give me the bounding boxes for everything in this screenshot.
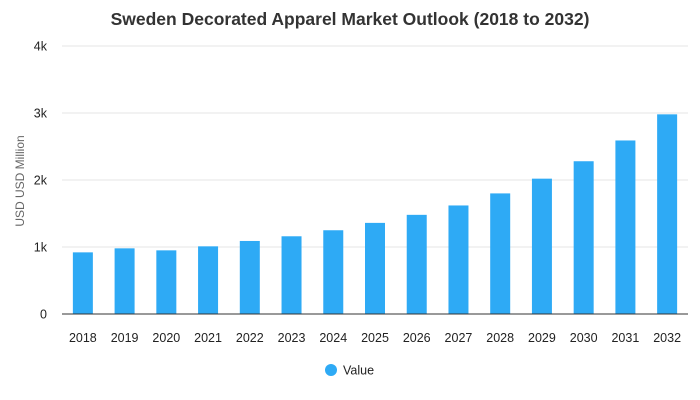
x-tick-label: 2024 xyxy=(319,331,347,345)
x-tick-label: 2028 xyxy=(486,331,514,345)
y-tick-label: 3k xyxy=(34,107,48,121)
bar-2028[interactable] xyxy=(490,193,511,314)
y-tick-label: 0 xyxy=(40,308,47,322)
bar-2031[interactable] xyxy=(615,140,636,314)
legend-swatch-value xyxy=(325,364,337,376)
y-tick-label: 4k xyxy=(34,40,48,54)
bar-2029[interactable] xyxy=(531,178,552,314)
legend-label-value: Value xyxy=(343,364,374,378)
legend[interactable]: Value xyxy=(325,364,374,378)
x-tick-layer: 2018 2019 2020 2021 2022 2023 2024 2025 2026 2027… xyxy=(69,331,681,345)
x-tick-label: 2030 xyxy=(570,331,598,345)
x-tick-label: 2027 xyxy=(445,331,473,345)
bar-2024[interactable] xyxy=(323,230,344,314)
bar-2025[interactable] xyxy=(365,222,385,314)
bar-2027[interactable] xyxy=(448,205,469,314)
y-axis-label: USD USD Million xyxy=(13,135,27,226)
chart-title: Sweden Decorated Apparel Market Outlook … xyxy=(111,9,590,29)
x-tick-label: 2020 xyxy=(152,331,180,345)
bar-2023[interactable] xyxy=(281,236,302,314)
bar-2022[interactable] xyxy=(239,240,260,314)
bar-2019[interactable] xyxy=(114,248,135,314)
grid-layer xyxy=(62,45,688,248)
x-tick-label: 2029 xyxy=(528,331,556,345)
x-tick-label: 2032 xyxy=(653,331,681,345)
bar-2020[interactable] xyxy=(156,250,177,314)
x-tick-label: 2018 xyxy=(69,331,97,345)
bar-layer xyxy=(72,114,678,314)
x-tick-label: 2021 xyxy=(194,331,222,345)
bar-2018[interactable] xyxy=(72,252,93,314)
y-tick-layer: 0 1k 2k 3k 4k xyxy=(34,40,48,322)
y-tick-label: 1k xyxy=(34,241,48,255)
x-tick-label: 2025 xyxy=(361,331,389,345)
bar-2021[interactable] xyxy=(198,246,219,314)
x-tick-label: 2019 xyxy=(111,331,139,345)
x-tick-label: 2026 xyxy=(403,331,431,345)
x-tick-label: 2031 xyxy=(611,331,639,345)
bar-2030[interactable] xyxy=(573,161,594,314)
x-tick-label: 2023 xyxy=(278,331,306,345)
bar-2026[interactable] xyxy=(406,214,427,314)
x-tick-label: 2022 xyxy=(236,331,264,345)
bar-2032[interactable] xyxy=(657,114,678,314)
y-tick-label: 2k xyxy=(34,174,48,188)
